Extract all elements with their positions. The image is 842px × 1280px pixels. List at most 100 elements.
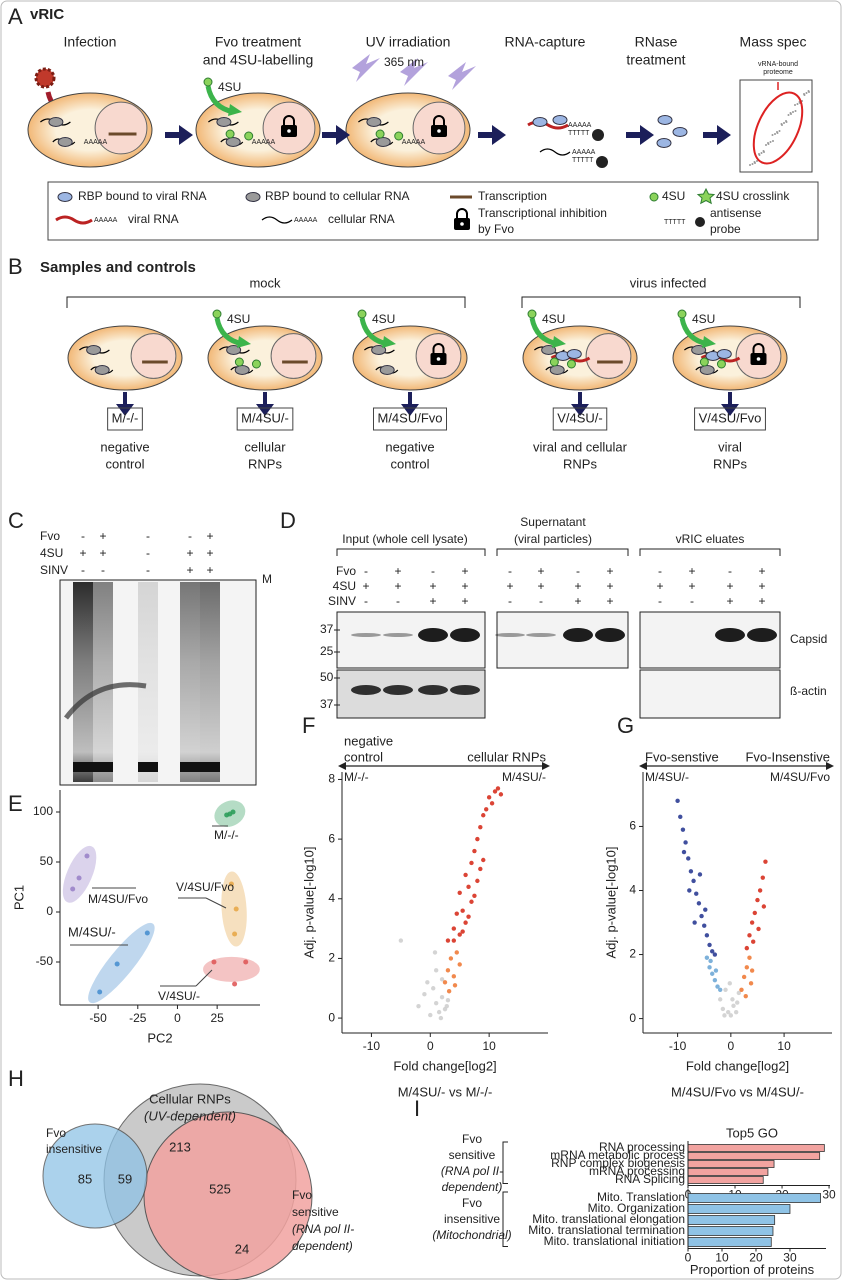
point: [717, 987, 723, 992]
point: [451, 974, 457, 979]
y-tick-label: 6: [328, 831, 335, 845]
y-tick-label: 4: [629, 883, 636, 897]
x-tick-label: 30: [783, 1251, 797, 1265]
rbp: [225, 137, 241, 147]
sample-box: [236, 407, 294, 431]
x-axis-label: PC2: [147, 1030, 172, 1045]
section-label: (viral particles): [514, 532, 592, 546]
ms-dot: [769, 141, 772, 143]
point: [451, 926, 457, 931]
bead: [592, 129, 604, 141]
sample-code: V/4SU/-: [557, 410, 603, 425]
point: [730, 997, 735, 1002]
su-label: 4SU: [372, 312, 395, 326]
actin-band: [418, 685, 448, 695]
ms-dot: [774, 133, 776, 135]
point: [707, 942, 712, 948]
point: [454, 911, 459, 916]
point: [481, 813, 486, 818]
legend-label: Transcription: [478, 189, 547, 203]
y-tick-label: -50: [36, 954, 54, 968]
rbp: [366, 117, 382, 127]
point: [70, 886, 76, 892]
group-label: Fvo: [462, 1196, 482, 1210]
direction-label: control: [344, 749, 383, 764]
lane-sign: +: [206, 546, 213, 560]
legend-label: probe: [710, 222, 741, 236]
category-label: RNA Splicing: [615, 1172, 685, 1186]
point: [691, 878, 696, 884]
ms-dot: [772, 140, 774, 142]
x-tick-label: -10: [669, 1039, 687, 1053]
y-axis-label: Adj. p-value[-log10]: [603, 846, 618, 958]
point: [694, 891, 699, 896]
bracket: [521, 296, 801, 308]
sample-box: [694, 407, 766, 431]
lane-sign: +: [758, 594, 765, 608]
point: [728, 1013, 734, 1018]
mw-label: 37: [320, 622, 334, 636]
point: [457, 890, 462, 896]
legend-label: 4SU: [662, 189, 685, 203]
point: [446, 989, 452, 994]
su-icon: [244, 131, 254, 141]
group-label: mock: [249, 275, 281, 290]
su-label: 4SU: [227, 312, 250, 326]
point: [230, 809, 236, 815]
legend-label: RBP bound to cellular RNA: [265, 189, 410, 203]
lane-sign: +: [461, 564, 468, 578]
step-label: and 4SU-labelling: [203, 52, 314, 68]
category-label: Mito. translational elongation: [532, 1212, 685, 1226]
virus: [34, 67, 56, 89]
point: [696, 901, 702, 906]
category-label: RNP complex biogenesis: [551, 1156, 685, 1170]
lane-sign: -: [508, 594, 512, 608]
count-label: 59: [118, 1171, 132, 1186]
set-label: (UV-dependent): [144, 1108, 236, 1123]
group-label: Fvo: [462, 1132, 482, 1146]
sample-description: negative: [100, 439, 149, 454]
rna: [55, 215, 93, 225]
point: [704, 933, 710, 938]
rbp: [549, 365, 565, 375]
point: [713, 968, 719, 973]
sample-description: RNPs: [713, 456, 747, 471]
ms-highlight: [752, 91, 804, 165]
sample-description: viral and cellular: [533, 439, 628, 454]
marker-label: M: [262, 572, 272, 586]
lock-hole: [436, 357, 441, 361]
point: [432, 950, 438, 955]
point: [460, 929, 465, 934]
rbp: [379, 365, 395, 375]
lane-sign: +: [574, 594, 581, 608]
poly-a: AAAAA: [294, 217, 318, 224]
comparison-label: M/4SU/- vs M/-/-: [398, 1084, 493, 1099]
su-label: 4SU: [218, 80, 241, 94]
gel-band: [200, 762, 220, 772]
row-label: Fvo: [336, 564, 356, 578]
ms-dot: [789, 112, 792, 114]
arrow: [478, 125, 506, 145]
arrow-head: [826, 762, 834, 770]
sample-description: RNPs: [248, 456, 282, 471]
lane-sign: +: [79, 546, 86, 560]
lane-sign: -: [188, 529, 192, 543]
lock-shackle: [432, 343, 445, 354]
lane-sign: +: [574, 579, 581, 593]
rbp: [552, 115, 568, 125]
cluster-label: M/-/-: [214, 828, 239, 842]
lane-sign: +: [656, 579, 663, 593]
lane-sign: +: [537, 579, 544, 593]
point: [232, 931, 238, 937]
lock-shackle: [283, 115, 295, 126]
section-label: vRIC eluates: [676, 532, 745, 546]
point: [681, 849, 687, 855]
lane-sign: +: [206, 563, 213, 577]
point: [715, 984, 720, 989]
gel-lane: [200, 582, 220, 782]
point: [457, 932, 462, 937]
set-label: dependent): [292, 1239, 353, 1253]
count-label: 24: [235, 1241, 249, 1256]
rbp: [86, 345, 102, 355]
